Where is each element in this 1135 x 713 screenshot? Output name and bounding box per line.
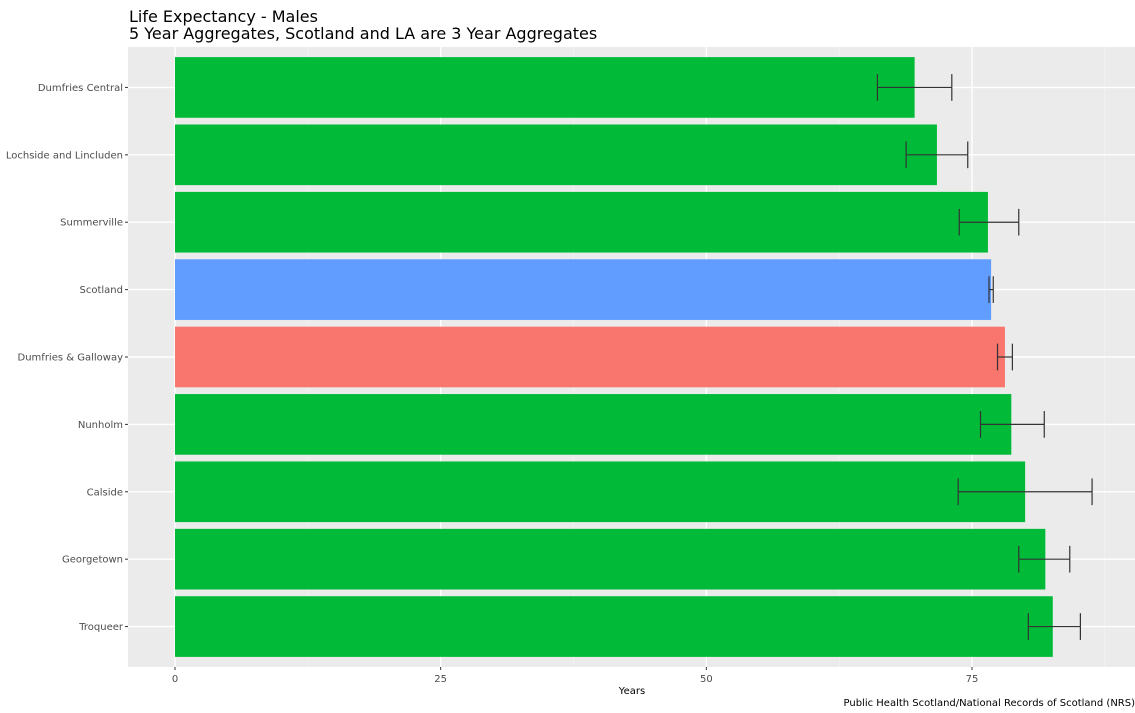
y-tick-label: Scotland: [80, 285, 123, 296]
chart-caption: Public Health Scotland/National Records …: [843, 698, 1135, 709]
x-tick-label: 50: [700, 674, 713, 685]
bar-2: [175, 191, 988, 253]
y-tick-label: Calside: [87, 487, 123, 498]
x-axis: 0 25 50 75: [172, 667, 979, 685]
y-tick-label: Nunholm: [78, 420, 123, 431]
x-tick-label: 75: [966, 674, 979, 685]
y-tick-label: Dumfries & Galloway: [18, 353, 124, 364]
y-tick-label: Summerville: [60, 218, 123, 229]
y-tick-label: Georgetown: [62, 555, 123, 566]
bar-7: [175, 528, 1046, 590]
bar-4: [175, 326, 1005, 388]
chart-subtitle: 5 Year Aggregates, Scotland and LA are 3…: [129, 24, 598, 43]
x-tick-label: 25: [434, 674, 447, 685]
chart-title: Life Expectancy - Males: [129, 7, 318, 26]
bar-8: [175, 596, 1053, 657]
bar-1: [175, 124, 937, 186]
bar-3: [175, 259, 992, 320]
x-axis-title: Years: [618, 686, 645, 697]
bar-0: [175, 57, 915, 118]
y-tick-label: Lochside and Lincluden: [6, 150, 123, 161]
bar-5: [175, 394, 1012, 455]
bars-group: [175, 57, 1053, 657]
y-tick-label: Dumfries Central: [38, 83, 123, 94]
y-tick-label: Troqueer: [78, 622, 124, 633]
bar-6: [175, 461, 1026, 523]
error-bars-group: [876, 74, 1093, 640]
x-tick-label: 0: [172, 674, 178, 685]
y-axis: Dumfries Central Lochside and Lincluden Su…: [6, 83, 128, 633]
